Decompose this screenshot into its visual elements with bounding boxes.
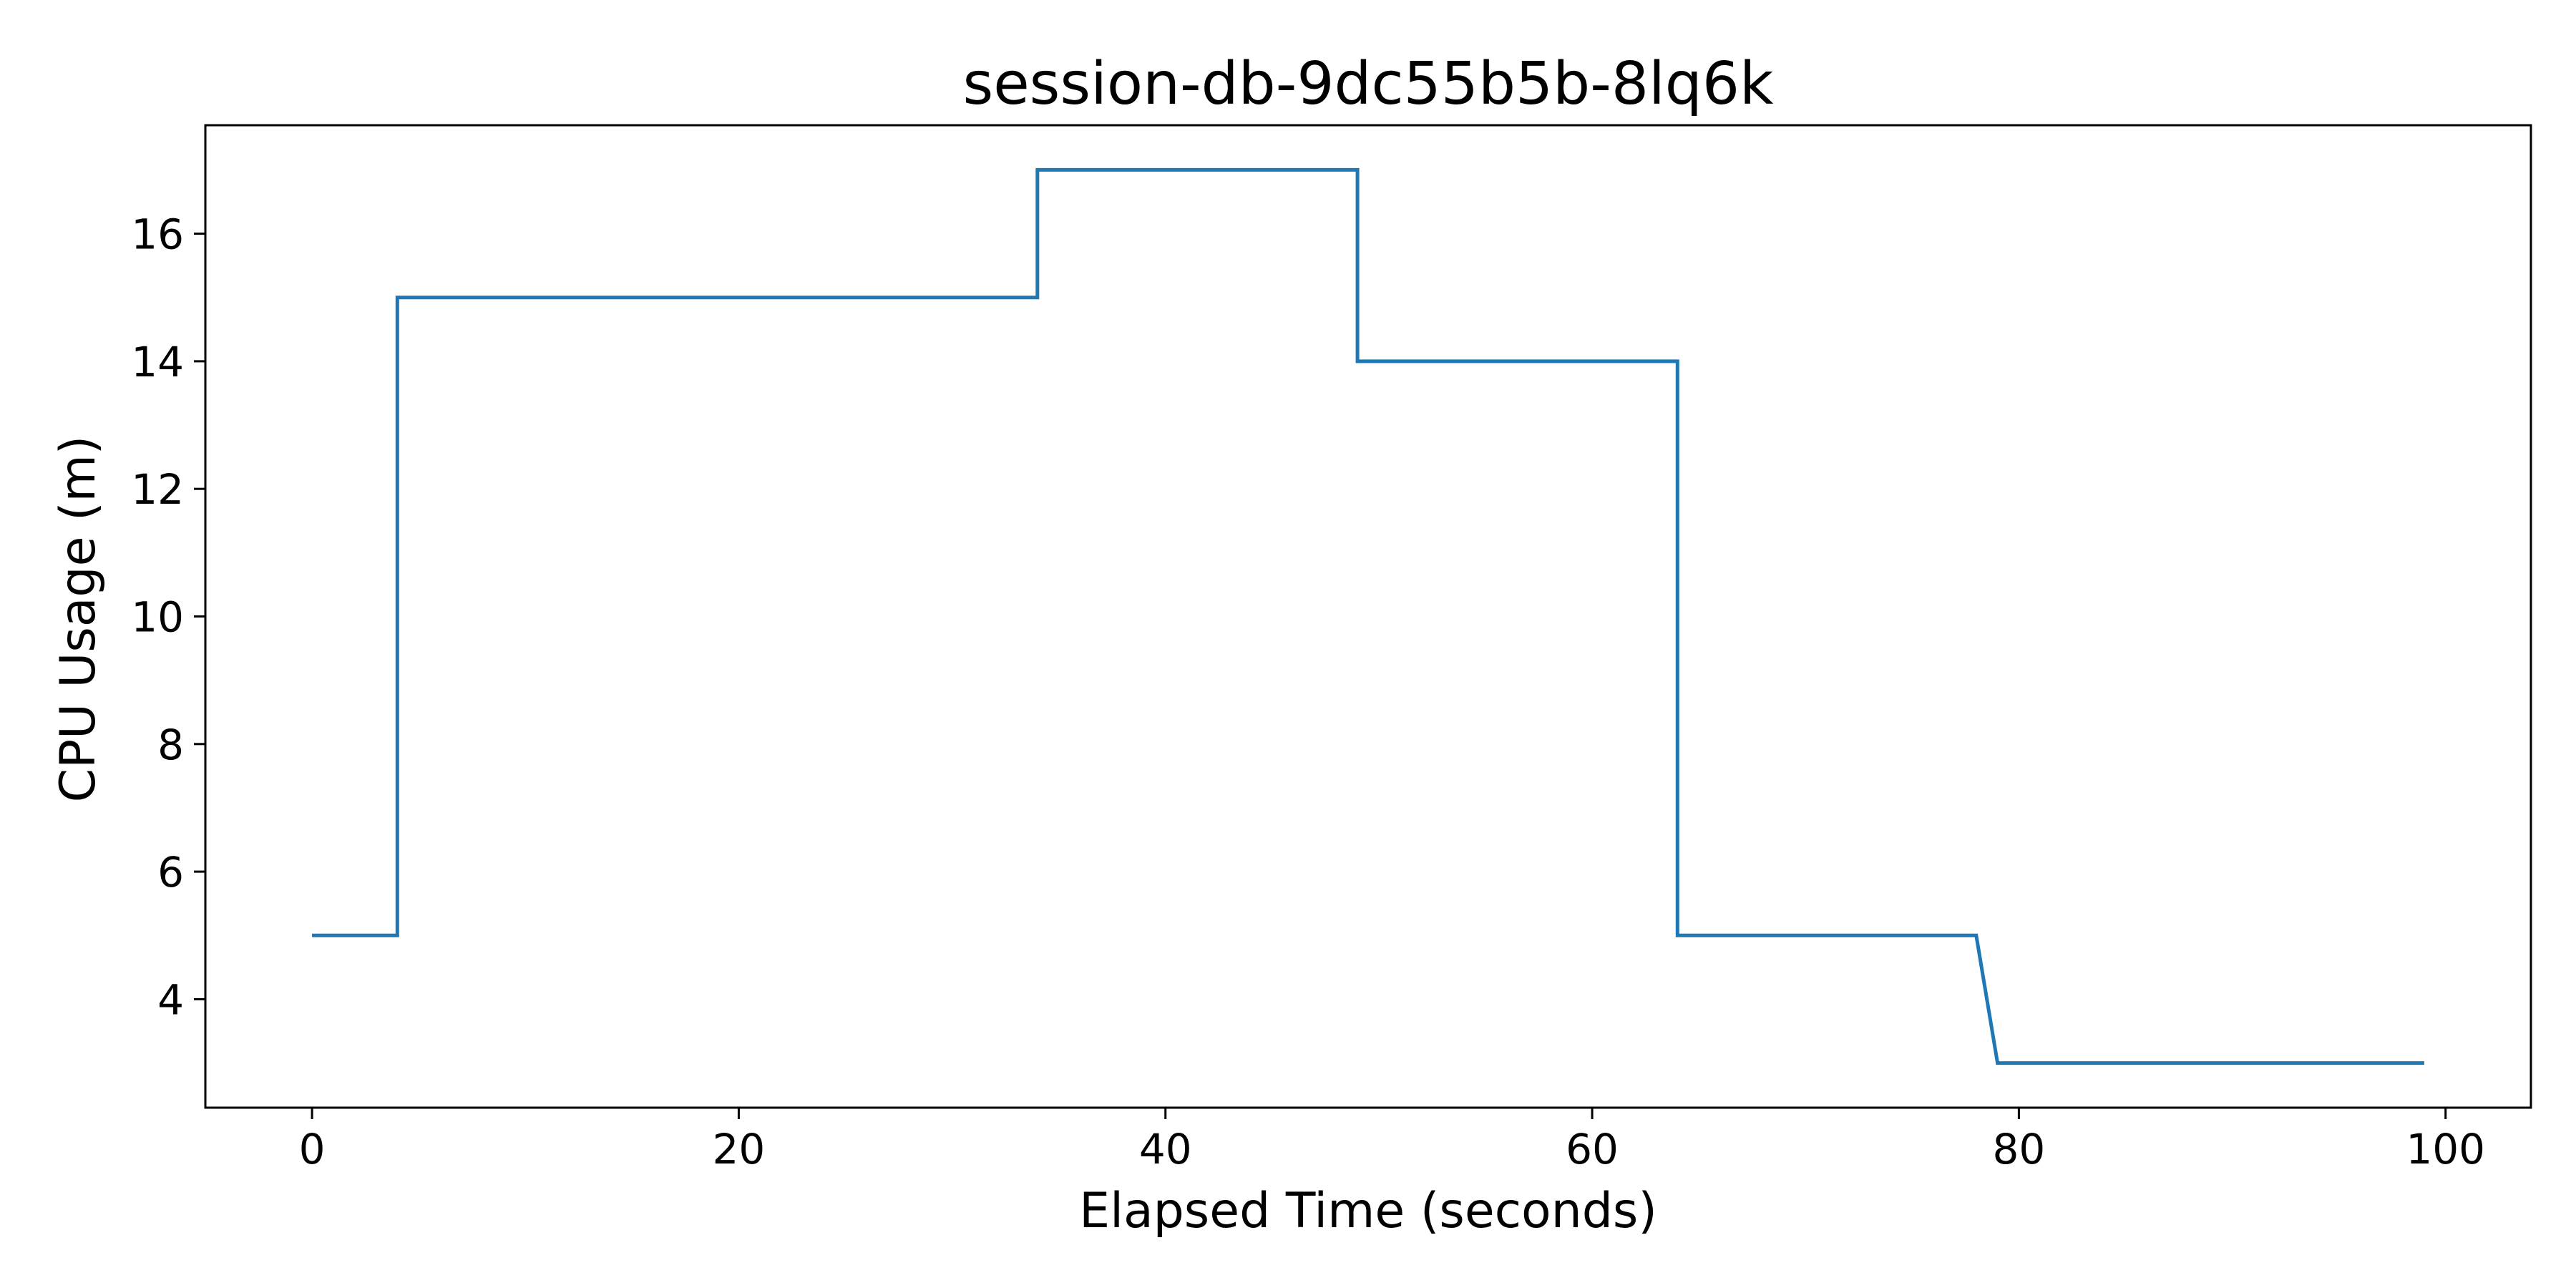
x-axis-label: Elapsed Time (seconds) [1079,1183,1657,1239]
chart-title: session-db-9dc55b5b-8lq6k [963,50,1774,118]
y-axis-label: CPU Usage (m) [50,436,107,803]
y-tick-label: 12 [131,465,184,514]
series-line-0 [312,167,2424,1065]
axes-frame [204,124,2532,1109]
y-tick-label: 10 [131,593,184,642]
y-tick-label: 16 [131,210,184,259]
x-tick-label: 100 [2406,1125,2485,1174]
y-tick-label: 4 [157,975,184,1024]
x-tick-label: 0 [299,1125,326,1174]
x-tick-label: 40 [1139,1125,1192,1174]
x-tick-label: 60 [1566,1125,1619,1174]
y-tick-label: 8 [157,721,184,769]
x-tick-label: 20 [713,1125,766,1174]
y-axis-ticks: 4 6 8 10 12 14 16 [131,210,205,1024]
y-tick-label: 14 [131,338,184,386]
x-axis-ticks: 0 20 40 60 80 100 [299,1108,2485,1174]
y-tick-label: 6 [157,848,184,897]
plot-area [312,167,2424,1065]
x-tick-label: 80 [1992,1125,2045,1174]
